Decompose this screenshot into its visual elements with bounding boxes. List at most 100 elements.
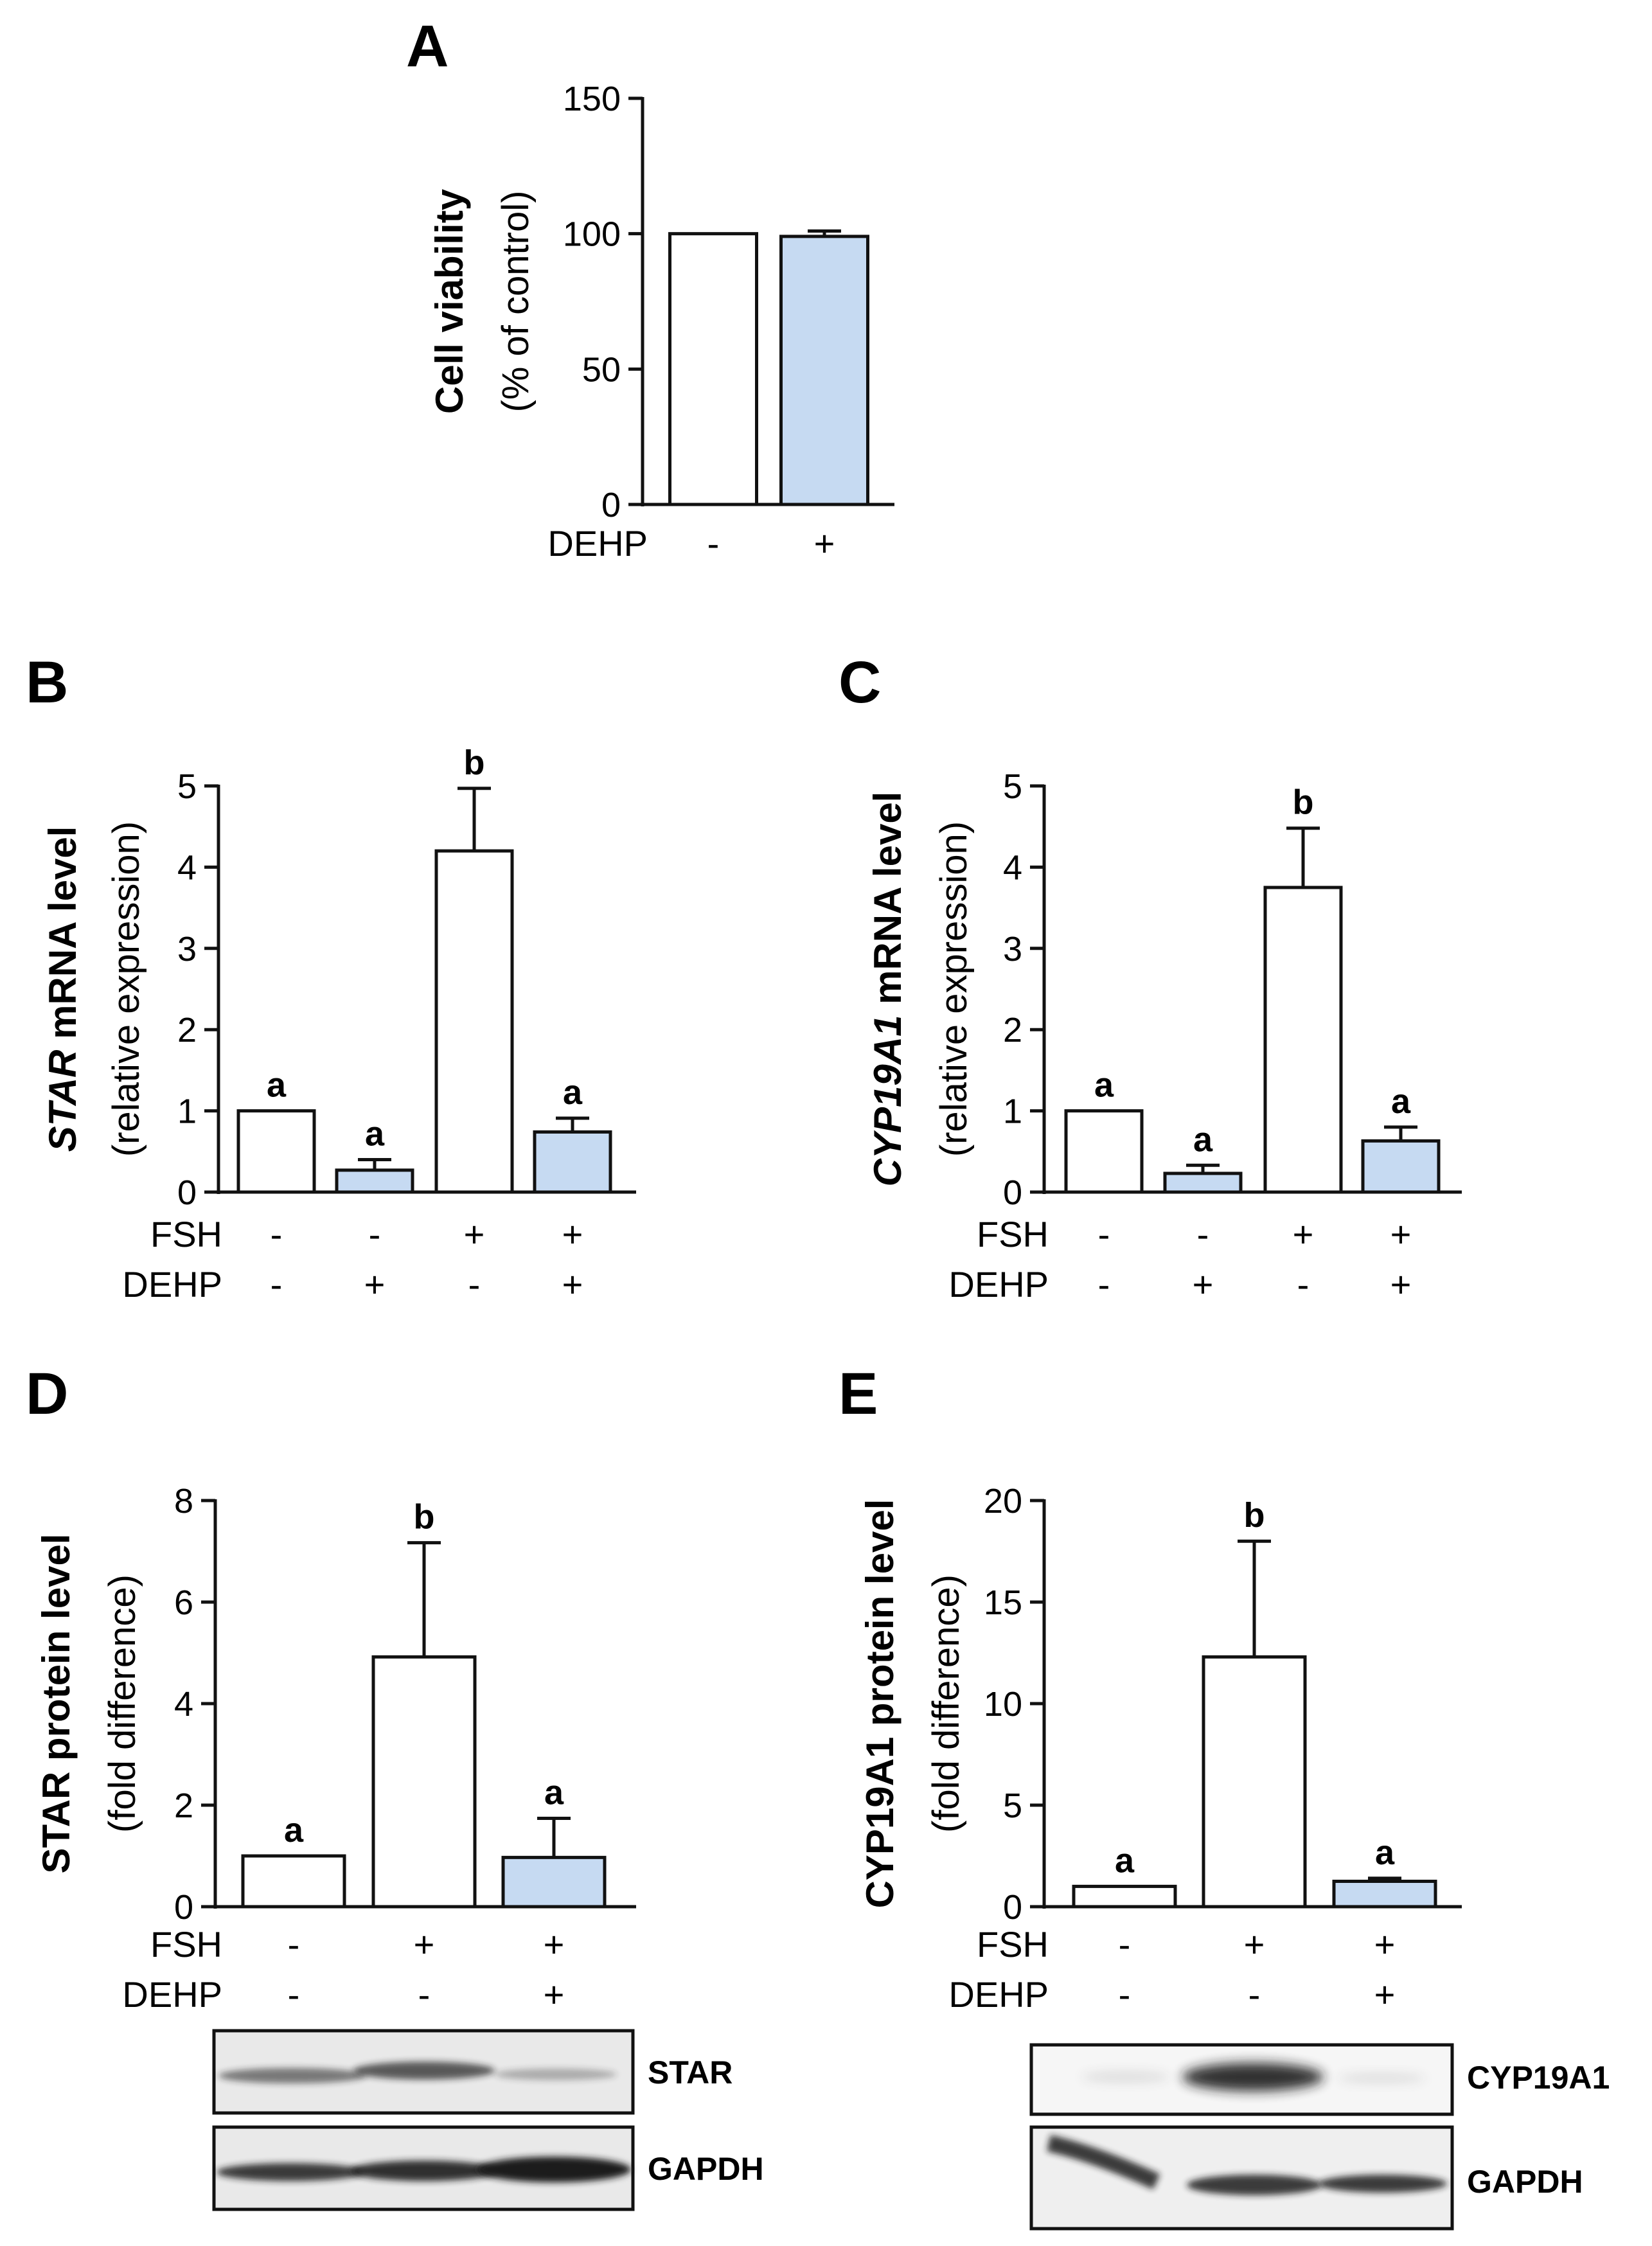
bar: [1202, 1655, 1307, 1909]
blot-band: [495, 2069, 617, 2080]
condition-mark: +: [814, 523, 835, 564]
y-axis-title-main: mRNA level: [866, 792, 909, 1015]
condition-mark: +: [464, 1214, 485, 1254]
blot-band: [1047, 2135, 1160, 2189]
y-axis-title: CYP19A1 mRNA level: [866, 792, 909, 1187]
panel-label: D: [26, 1361, 68, 1427]
significance-letter: b: [1293, 783, 1314, 822]
significance-letter: a: [1115, 1841, 1135, 1880]
y-axis-subtitle: (fold difference): [102, 1574, 143, 1833]
y-tick-label: 15: [984, 1583, 1022, 1622]
condition-mark: +: [1390, 1214, 1412, 1254]
condition-label: DEHP: [948, 1264, 1049, 1305]
blot-band: [353, 2062, 495, 2080]
y-axis-title: CYP19A1 protein level: [858, 1499, 901, 1909]
significance-letter: a: [284, 1811, 304, 1849]
significance-letter: b: [464, 744, 485, 782]
significance-letter: a: [563, 1073, 583, 1112]
condition-label: DEHP: [122, 1974, 222, 2015]
condition-mark: +: [1293, 1214, 1314, 1254]
y-tick-label: 10: [984, 1685, 1022, 1724]
blot-band: [1182, 2063, 1324, 2091]
condition-mark: -: [288, 1974, 300, 2015]
y-tick-label: 150: [563, 80, 621, 118]
blot-band: [1337, 2074, 1426, 2083]
bar: [434, 849, 514, 1194]
blot-band: [350, 2161, 498, 2181]
y-tick-label: 2: [177, 1011, 197, 1049]
y-tick-label: 5: [1003, 767, 1022, 806]
y-tick-label: 6: [174, 1583, 193, 1622]
condition-mark: -: [418, 1974, 431, 2015]
condition-mark: +: [1244, 1924, 1265, 1965]
y-axis-title-main: CYP19A1 protein level: [858, 1499, 901, 1909]
significance-letter: a: [544, 1774, 564, 1812]
y-tick-label: 0: [1003, 1888, 1022, 1927]
blot-label: GAPDH: [1467, 2164, 1583, 2200]
blot-label: GAPDH: [648, 2151, 764, 2187]
y-tick-label: 0: [1003, 1173, 1022, 1212]
y-tick-label: 2: [1003, 1011, 1022, 1049]
blot-band: [1319, 2175, 1447, 2193]
y-tick-label: 2: [174, 1787, 193, 1825]
bar: [1263, 886, 1343, 1194]
y-tick-label: 50: [582, 350, 621, 389]
panel-label: A: [406, 13, 449, 79]
condition-mark: -: [288, 1924, 300, 1965]
y-tick-label: 8: [174, 1482, 193, 1520]
condition-mark: -: [1297, 1264, 1310, 1305]
y-tick-label: 0: [601, 486, 621, 524]
y-tick-label: 4: [174, 1685, 193, 1724]
panel-label: E: [839, 1361, 878, 1427]
condition-label: DEHP: [948, 1974, 1049, 2015]
blot-band: [218, 2068, 366, 2083]
bar: [533, 1130, 612, 1194]
condition-mark: +: [1374, 1974, 1396, 2015]
y-tick-label: 5: [1003, 1787, 1022, 1825]
bar: [779, 235, 869, 506]
condition-mark: +: [1390, 1264, 1412, 1305]
y-tick-label: 0: [174, 1888, 193, 1927]
condition-mark: -: [1098, 1214, 1110, 1254]
condition-mark: -: [1119, 1974, 1131, 2015]
bar: [1332, 1880, 1437, 1909]
y-axis-subtitle: (relative expression): [105, 821, 147, 1157]
y-axis-subtitle: (% of control): [495, 191, 537, 413]
condition-mark: -: [1197, 1214, 1209, 1254]
y-tick-label: 20: [984, 1482, 1022, 1520]
condition-label: FSH: [150, 1924, 222, 1965]
condition-mark: +: [364, 1264, 386, 1305]
condition-label: DEHP: [122, 1264, 222, 1305]
condition-mark: +: [562, 1214, 583, 1254]
bar: [1064, 1109, 1144, 1194]
condition-mark: -: [271, 1264, 283, 1305]
significance-letter: a: [365, 1114, 385, 1153]
bar: [501, 1855, 607, 1909]
condition-mark: -: [707, 523, 720, 564]
chart-panel-B: B 0 1 2 3 4 5 STAR mRNA level (relative expressi…: [26, 650, 636, 1305]
significance-letter: a: [267, 1066, 287, 1105]
bar: [241, 1854, 346, 1909]
bar: [371, 1655, 477, 1909]
blot-label: CYP19A1: [1467, 2060, 1610, 2096]
y-axis-title: Cell viability: [428, 188, 471, 414]
bar: [1361, 1139, 1441, 1194]
chart-panel-E: E 0 5 10 15 20 CYP19A1 protein level (fold diff…: [839, 1361, 1462, 2015]
panel-label: C: [839, 650, 881, 715]
y-axis-title-main: mRNA level: [41, 826, 84, 1050]
bar: [236, 1109, 316, 1194]
condition-mark: +: [414, 1924, 435, 1965]
y-tick-label: 0: [177, 1173, 197, 1212]
y-tick-label: 3: [1003, 930, 1022, 968]
panel-label: B: [26, 650, 68, 715]
y-axis-subtitle: (fold difference): [925, 1574, 967, 1833]
y-axis-title-gene: CYP19A1: [866, 1015, 909, 1187]
condition-label: FSH: [977, 1924, 1049, 1965]
y-axis-subtitle: (relative expression): [933, 821, 975, 1157]
y-tick-label: 100: [563, 215, 621, 254]
bar: [1163, 1172, 1243, 1194]
significance-letter: a: [1391, 1082, 1411, 1121]
condition-mark: -: [271, 1214, 283, 1254]
condition-label: FSH: [977, 1214, 1049, 1254]
